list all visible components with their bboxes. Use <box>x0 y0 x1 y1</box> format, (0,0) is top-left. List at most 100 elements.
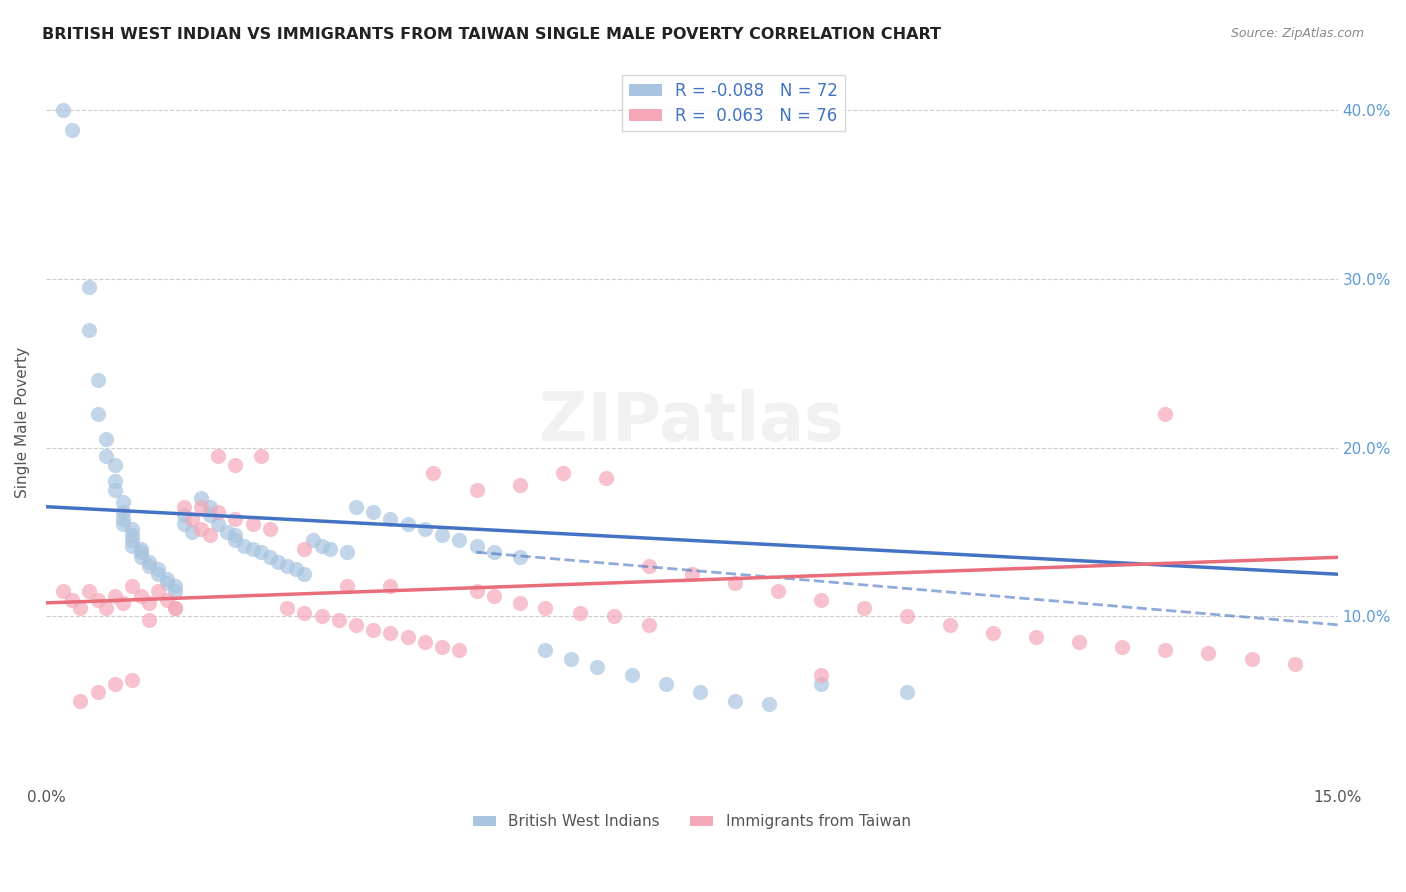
Point <box>165 601 187 615</box>
Point <box>112 596 135 610</box>
Point <box>69 694 91 708</box>
Point <box>810 592 832 607</box>
Text: ZIPatlas: ZIPatlas <box>540 389 844 455</box>
Point <box>190 522 212 536</box>
Point <box>77 584 100 599</box>
Point <box>853 601 876 615</box>
Point <box>724 575 747 590</box>
Point <box>259 522 281 536</box>
Point <box>96 601 118 615</box>
Point <box>620 668 643 682</box>
Point <box>86 592 108 607</box>
Point <box>302 533 325 548</box>
Point <box>155 592 177 607</box>
Point <box>1025 630 1047 644</box>
Y-axis label: Single Male Poverty: Single Male Poverty <box>15 347 30 498</box>
Point <box>292 541 315 556</box>
Point <box>1284 657 1306 671</box>
Point <box>509 477 531 491</box>
Point <box>129 541 152 556</box>
Point <box>595 471 617 485</box>
Point <box>259 550 281 565</box>
Point <box>380 511 402 525</box>
Point <box>52 103 75 118</box>
Point <box>482 545 505 559</box>
Point <box>112 505 135 519</box>
Point <box>104 677 127 691</box>
Point <box>939 617 962 632</box>
Point <box>336 545 359 559</box>
Point <box>810 677 832 691</box>
Text: Source: ZipAtlas.com: Source: ZipAtlas.com <box>1230 27 1364 40</box>
Point <box>190 491 212 506</box>
Text: BRITISH WEST INDIAN VS IMMIGRANTS FROM TAIWAN SINGLE MALE POVERTY CORRELATION CH: BRITISH WEST INDIAN VS IMMIGRANTS FROM T… <box>42 27 941 42</box>
Point <box>724 694 747 708</box>
Point <box>86 373 108 387</box>
Point <box>242 516 264 531</box>
Point <box>380 579 402 593</box>
Point <box>896 609 918 624</box>
Point <box>1111 640 1133 654</box>
Point <box>121 528 143 542</box>
Point <box>224 458 246 472</box>
Point <box>292 606 315 620</box>
Point <box>689 685 711 699</box>
Point <box>430 528 453 542</box>
Point <box>104 589 127 603</box>
Point <box>173 516 195 531</box>
Point <box>190 500 212 514</box>
Point <box>112 516 135 531</box>
Point <box>224 533 246 548</box>
Point <box>112 511 135 525</box>
Point <box>165 579 187 593</box>
Point <box>129 589 152 603</box>
Point <box>292 567 315 582</box>
Point <box>465 584 488 599</box>
Point <box>207 516 229 531</box>
Point <box>560 651 582 665</box>
Point <box>311 609 333 624</box>
Point <box>138 596 160 610</box>
Point <box>146 567 169 582</box>
Point <box>361 505 384 519</box>
Point <box>981 626 1004 640</box>
Point <box>465 539 488 553</box>
Point <box>380 626 402 640</box>
Point <box>344 617 367 632</box>
Point <box>165 584 187 599</box>
Point <box>215 524 238 539</box>
Point <box>509 550 531 565</box>
Point <box>311 539 333 553</box>
Point <box>637 558 659 573</box>
Point <box>328 613 350 627</box>
Point <box>155 575 177 590</box>
Point <box>637 617 659 632</box>
Point <box>449 533 471 548</box>
Point <box>121 539 143 553</box>
Point <box>233 539 256 553</box>
Point <box>1069 634 1091 648</box>
Point <box>430 640 453 654</box>
Point <box>758 697 780 711</box>
Point <box>413 522 436 536</box>
Point <box>138 613 160 627</box>
Legend: British West Indians, Immigrants from Taiwan: British West Indians, Immigrants from Ta… <box>467 808 917 836</box>
Point <box>69 601 91 615</box>
Point <box>77 280 100 294</box>
Point <box>482 589 505 603</box>
Point <box>896 685 918 699</box>
Point <box>181 511 204 525</box>
Point <box>104 475 127 489</box>
Point <box>173 508 195 523</box>
Point <box>181 524 204 539</box>
Point <box>224 528 246 542</box>
Point <box>422 466 444 480</box>
Point <box>810 668 832 682</box>
Point <box>86 685 108 699</box>
Point <box>336 579 359 593</box>
Point <box>465 483 488 497</box>
Point <box>586 660 609 674</box>
Point <box>60 123 83 137</box>
Point <box>449 643 471 657</box>
Point <box>284 562 307 576</box>
